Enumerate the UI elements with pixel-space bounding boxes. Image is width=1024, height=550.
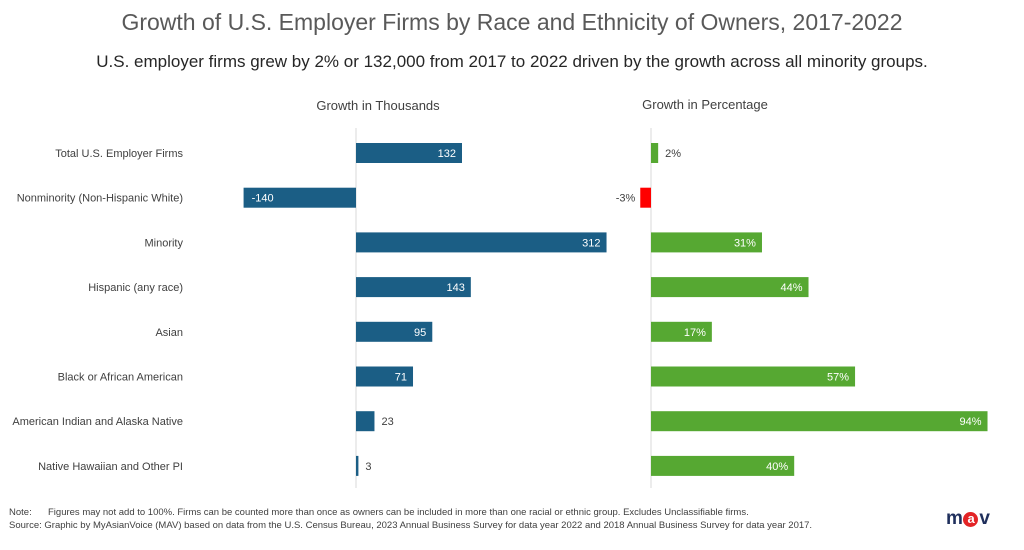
data-label-percentage: 17% (684, 327, 706, 339)
panel-title-thousands: Growth in Thousands (316, 98, 440, 113)
source-line: Source: Graphic by MyAsianVoice (MAV) ba… (9, 520, 812, 531)
source-text: Graphic by MyAsianVoice (MAV) based on d… (44, 520, 813, 531)
data-label-percentage: 40% (766, 461, 788, 473)
data-label-percentage: -3% (616, 193, 636, 205)
logo-letter-v: v (979, 508, 990, 529)
bar-thousands (356, 366, 414, 387)
data-label-thousands: 3 (365, 461, 371, 473)
bar-thousands (356, 277, 471, 298)
data-label-thousands: 71 (395, 372, 407, 384)
bar-thousands (356, 232, 607, 253)
bar-thousands (356, 411, 375, 432)
note-text: Figures may not add to 100%. Firms can b… (48, 507, 749, 518)
bar-thousands (243, 187, 356, 208)
note-label: Note: (9, 507, 32, 518)
data-label-percentage: 44% (780, 282, 802, 294)
data-label-percentage: 31% (734, 237, 756, 249)
chart-title: Growth of U.S. Employer Firms by Race an… (121, 9, 903, 35)
bar-percentage (651, 232, 762, 253)
bar-percentage (651, 321, 712, 342)
category-label: Asian (155, 327, 183, 339)
chart-subtitle: U.S. employer firms grew by 2% or 132,00… (96, 52, 928, 71)
logo-letter-a: a (963, 512, 979, 527)
bar-percentage (640, 187, 651, 208)
data-label-percentage: 2% (665, 148, 681, 160)
data-label-thousands: 132 (438, 148, 456, 160)
panel-title-percentage: Growth in Percentage (642, 97, 768, 112)
bar-percentage (651, 143, 659, 163)
bar-thousands (356, 143, 462, 163)
data-label-percentage: 57% (827, 372, 849, 384)
bar-percentage (651, 366, 856, 387)
category-label: Hispanic (any race) (88, 282, 183, 294)
bar-percentage (651, 411, 988, 432)
source-label: Source: (9, 520, 42, 531)
data-label-thousands: -140 (252, 193, 274, 205)
data-label-thousands: 312 (582, 237, 600, 249)
category-label: Native Hawaiian and Other PI (38, 461, 183, 473)
data-label-percentage: 94% (959, 416, 981, 428)
note-line: Note: Figures may not add to 100%. Firms … (9, 507, 749, 518)
bar-percentage (651, 455, 795, 476)
chart-area: Growth in Thousands Growth in Percentage T… (12, 97, 988, 488)
category-label: Total U.S. Employer Firms (55, 148, 183, 160)
data-label-thousands: 143 (446, 282, 464, 294)
bar-thousands (356, 455, 359, 476)
bar-percentage (651, 277, 809, 298)
bar-thousands (356, 321, 433, 342)
category-label: American Indian and Alaska Native (12, 416, 183, 428)
category-label: Nonminority (Non-Hispanic White) (17, 193, 183, 205)
data-label-thousands: 23 (381, 416, 393, 428)
category-label: Black or African American (58, 372, 183, 384)
logo-letter-m: m (946, 508, 963, 529)
data-label-thousands: 95 (414, 327, 426, 339)
category-label: Minority (144, 237, 183, 249)
